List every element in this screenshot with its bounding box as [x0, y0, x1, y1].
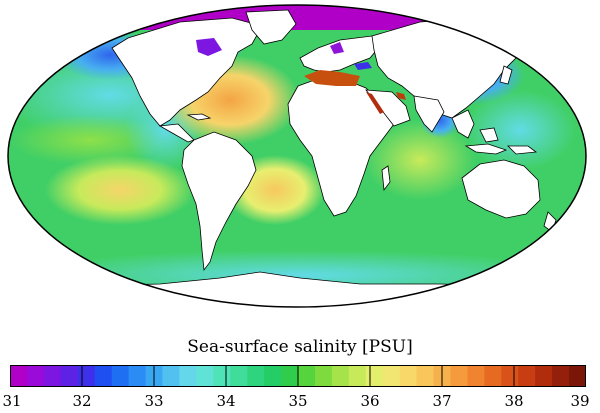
colorbar-tick-label: 38: [504, 392, 524, 410]
colorbar-cell: [569, 365, 586, 387]
baltic-sea: [330, 42, 344, 54]
colorbar-cell: [26, 365, 45, 387]
greenland: [245, 9, 297, 45]
colorbar-cell: [10, 365, 28, 387]
colorbar-tick-label: 35: [288, 392, 308, 410]
colorbar-cell: [365, 365, 384, 387]
indonesia: [464, 143, 508, 155]
colorbar-cell: [128, 365, 147, 387]
colorbar-cell: [94, 365, 113, 387]
antarctica: [8, 271, 586, 307]
colorbar-tick-label: 31: [2, 392, 22, 410]
australia: [461, 159, 541, 219]
colorbar-cell: [314, 365, 333, 387]
japan: [499, 65, 513, 85]
mediterranean-sea: [304, 70, 360, 86]
colorbar-tick-label: 33: [144, 392, 164, 410]
colorbar-cell: [230, 365, 248, 387]
colorbar-cell: [467, 365, 485, 387]
colorbar-tick-label: 37: [432, 392, 452, 410]
colorbar-tick-label: 39: [570, 392, 590, 410]
colorbar-cell: [298, 365, 316, 387]
hudson-bay: [196, 38, 222, 56]
colorbar-title: Sea-surface salinity [PSU]: [187, 337, 413, 357]
black-sea: [354, 62, 372, 70]
colorbar-cell: [416, 365, 435, 387]
globe-outline: [7, 4, 587, 308]
south-america: [181, 131, 257, 272]
colorbar-cell: [179, 365, 197, 387]
colorbar-cell: [518, 365, 536, 387]
cuba: [186, 113, 212, 121]
colorbar-cell: [213, 365, 231, 387]
colorbar-tick-label: 34: [216, 392, 236, 410]
borneo: [479, 127, 499, 143]
colorbar-cell: [247, 365, 265, 387]
madagascar: [381, 165, 391, 192]
colorbar-tick-label: 36: [360, 392, 380, 410]
colorbar-cell: [382, 365, 401, 387]
persian-gulf: [396, 92, 406, 100]
colorbar-cell: [43, 365, 62, 387]
colorbar-cell: [60, 365, 79, 387]
salinity-map: [7, 4, 587, 308]
southeast-asia: [451, 109, 475, 139]
red-sea: [366, 92, 384, 114]
colorbar-cell: [162, 365, 181, 387]
colorbar-cell: [264, 365, 282, 387]
colorbar-cell: [281, 365, 299, 387]
europe: [299, 35, 381, 73]
colorbar-cell: [77, 365, 96, 387]
colorbar: [10, 365, 586, 387]
colorbar-cell: [552, 365, 570, 387]
colorbar-cell: [196, 365, 214, 387]
colorbar-cell: [484, 365, 502, 387]
new-guinea: [507, 145, 538, 155]
indian-ocean-salty: [365, 120, 475, 200]
south-pacific-salty: [45, 155, 195, 225]
colorbar-cell: [501, 365, 519, 387]
colorbar-cell: [535, 365, 553, 387]
colorbar-cell: [399, 365, 418, 387]
colorbar-cell: [348, 365, 367, 387]
india: [413, 95, 445, 133]
colorbar-cell: [331, 365, 350, 387]
colorbar-cell: [111, 365, 130, 387]
colorbar-cell: [450, 365, 469, 387]
colorbar-tick-label: 32: [72, 392, 92, 410]
